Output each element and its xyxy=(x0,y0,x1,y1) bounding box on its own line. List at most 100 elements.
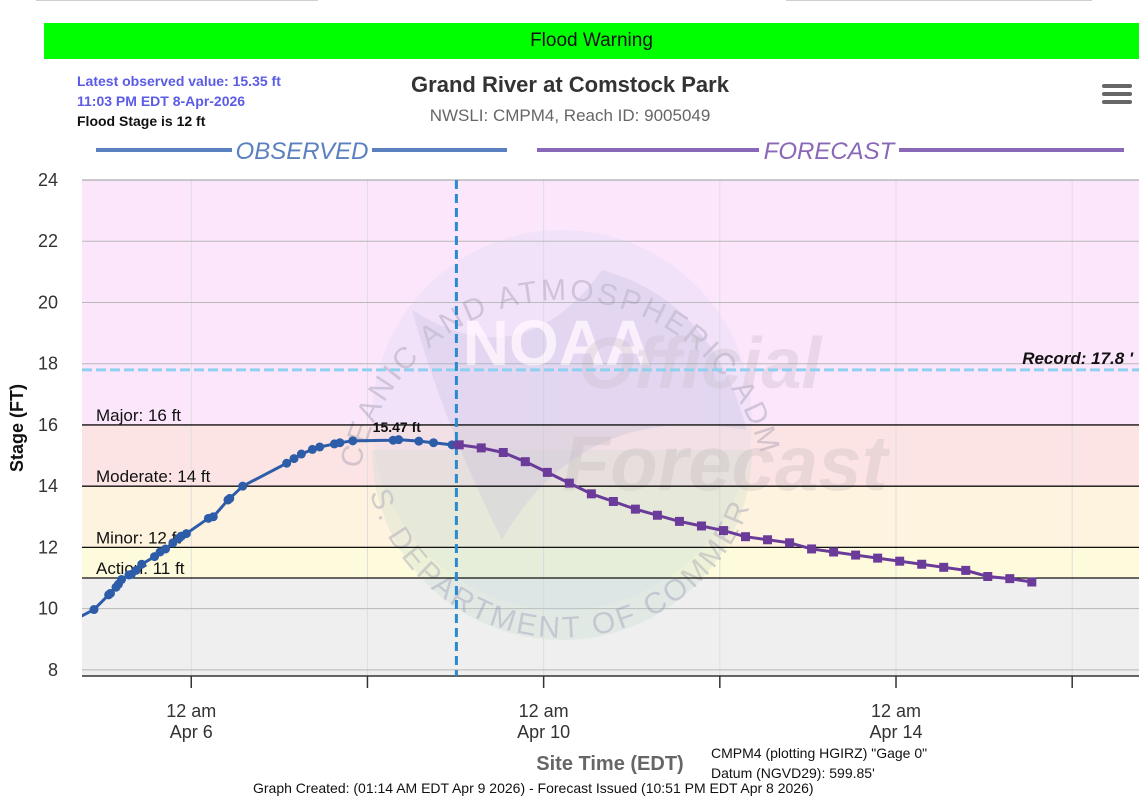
forecast-data-point xyxy=(1027,577,1037,587)
band-minor xyxy=(82,486,1139,548)
latest-observed-value: Latest observed value: 15.35 ft xyxy=(77,73,281,89)
forecast-data-point xyxy=(961,565,971,575)
latest-observed-time: 11:03 PM EDT 8-Apr-2026 xyxy=(77,93,246,109)
flood-stage-note: Flood Stage is 12 ft xyxy=(77,113,206,129)
forecast-data-point xyxy=(851,550,861,560)
gage-note: CMPM4 (plotting HGIRZ) "Gage 0" xyxy=(711,745,928,761)
forecast-data-point xyxy=(476,443,486,453)
x-tick-label-date: Apr 14 xyxy=(869,722,922,742)
chart-subtitle: NWSLI: CMPM4, Reach ID: 9005049 xyxy=(429,106,711,125)
observed-data-point xyxy=(289,454,299,464)
observed-section-label: OBSERVED xyxy=(236,138,369,165)
forecast-series-line xyxy=(452,443,1033,584)
menu-bar xyxy=(1102,92,1132,96)
forecast-data-point xyxy=(829,547,839,557)
forecast-data-point xyxy=(718,526,728,536)
x-tick-label-time: 12 am xyxy=(871,701,921,721)
watermark-lower xyxy=(372,450,752,640)
forecast-data-point xyxy=(895,556,905,566)
forecast-data-point xyxy=(741,532,751,542)
watermark-bird xyxy=(412,270,747,540)
forecast-data-point xyxy=(542,467,552,477)
hamburger-menu-icon[interactable] xyxy=(1102,84,1132,110)
watermark-logo-text: NOAA xyxy=(463,307,651,379)
band-moderate xyxy=(82,424,1139,487)
y-tick-label: 18 xyxy=(38,354,58,374)
observed-data-point xyxy=(282,458,292,468)
observed-data-point xyxy=(414,436,424,446)
observed-data-point xyxy=(208,512,218,522)
forecast-data-point xyxy=(652,510,662,520)
observed-data-point xyxy=(296,449,306,459)
graph-created-note: Graph Created: (01:14 AM EDT Apr 9 2026)… xyxy=(253,780,814,796)
observed-data-point xyxy=(106,588,116,598)
observed-data-point xyxy=(117,575,127,585)
y-tick-label: 10 xyxy=(38,599,58,619)
flood-category-label: Major: 16 ft xyxy=(96,406,181,425)
forecast-data-point xyxy=(807,544,817,554)
flood-category-label: Minor: 12 ft xyxy=(96,528,181,547)
observed-data-point xyxy=(348,436,358,446)
observed-data-point xyxy=(307,444,317,454)
peak-value-label: 15.47 ft xyxy=(373,419,422,435)
x-tick-label-time: 12 am xyxy=(166,701,216,721)
observed-data-point xyxy=(161,544,171,554)
band-normal xyxy=(82,578,1139,676)
datum-note: Datum (NGVD29): 599.85' xyxy=(711,765,875,781)
x-tick-label-time: 12 am xyxy=(519,701,569,721)
flood-category-label: Moderate: 14 ft xyxy=(96,467,211,486)
watermark-forecast-text: Forecast xyxy=(562,419,890,507)
y-tick-label: 8 xyxy=(48,660,58,680)
observed-data-point xyxy=(238,481,248,491)
forecast-section-label: FORECAST xyxy=(764,138,897,165)
top-border-left xyxy=(36,0,318,1)
forecast-data-point xyxy=(939,562,949,572)
observed-data-point xyxy=(168,538,178,548)
x-axis-title: Site Time (EDT) xyxy=(536,753,683,775)
flood-warning-text: Flood Warning xyxy=(530,30,653,51)
forecast-data-point xyxy=(608,496,618,506)
x-tick-label-date: Apr 6 xyxy=(170,722,213,742)
menu-bar xyxy=(1102,84,1132,88)
observed-data-point xyxy=(137,559,147,569)
forecast-data-point xyxy=(454,440,464,450)
menu-bar xyxy=(1102,100,1132,104)
x-tick-label-date: Apr 10 xyxy=(517,722,570,742)
forecast-data-point xyxy=(917,559,927,569)
observed-data-point xyxy=(315,442,325,452)
y-tick-label: 20 xyxy=(38,292,58,312)
plot-area xyxy=(82,435,1037,618)
record-label: Record: 17.8 ' xyxy=(1022,349,1134,368)
y-tick-label: 12 xyxy=(38,537,58,557)
y-tick-label: 24 xyxy=(38,170,58,190)
forecast-data-point xyxy=(696,521,706,531)
forecast-label-bg xyxy=(759,137,899,163)
observed-data-point xyxy=(89,605,99,615)
forecast-data-point xyxy=(630,504,640,514)
observed-data-point xyxy=(181,529,191,539)
forecast-data-point xyxy=(763,535,773,545)
forecast-data-point xyxy=(586,489,596,499)
observed-data-point xyxy=(225,493,235,503)
y-tick-label: 16 xyxy=(38,415,58,435)
chart-title: Grand River at Comstock Park xyxy=(411,72,729,97)
forecast-data-point xyxy=(1005,574,1015,584)
observed-data-point xyxy=(335,438,345,448)
forecast-data-point xyxy=(674,516,684,526)
forecast-data-point xyxy=(498,447,508,457)
flood-warning-banner: Flood Warning xyxy=(44,23,1139,59)
observed-data-point xyxy=(394,435,404,445)
observed-data-point xyxy=(131,565,141,575)
forecast-data-point xyxy=(520,457,530,467)
forecast-data-point xyxy=(785,538,795,548)
forecast-data-point xyxy=(564,478,574,488)
top-border-right xyxy=(786,0,1092,1)
observed-label-bg xyxy=(232,137,372,163)
watermark-official-text: Official xyxy=(579,324,824,404)
y-axis-title: Stage (FT) xyxy=(7,384,27,472)
y-tick-label: 14 xyxy=(38,476,58,496)
forecast-data-point xyxy=(983,571,993,581)
y-tick-label: 22 xyxy=(38,231,58,251)
forecast-data-point xyxy=(873,553,883,563)
